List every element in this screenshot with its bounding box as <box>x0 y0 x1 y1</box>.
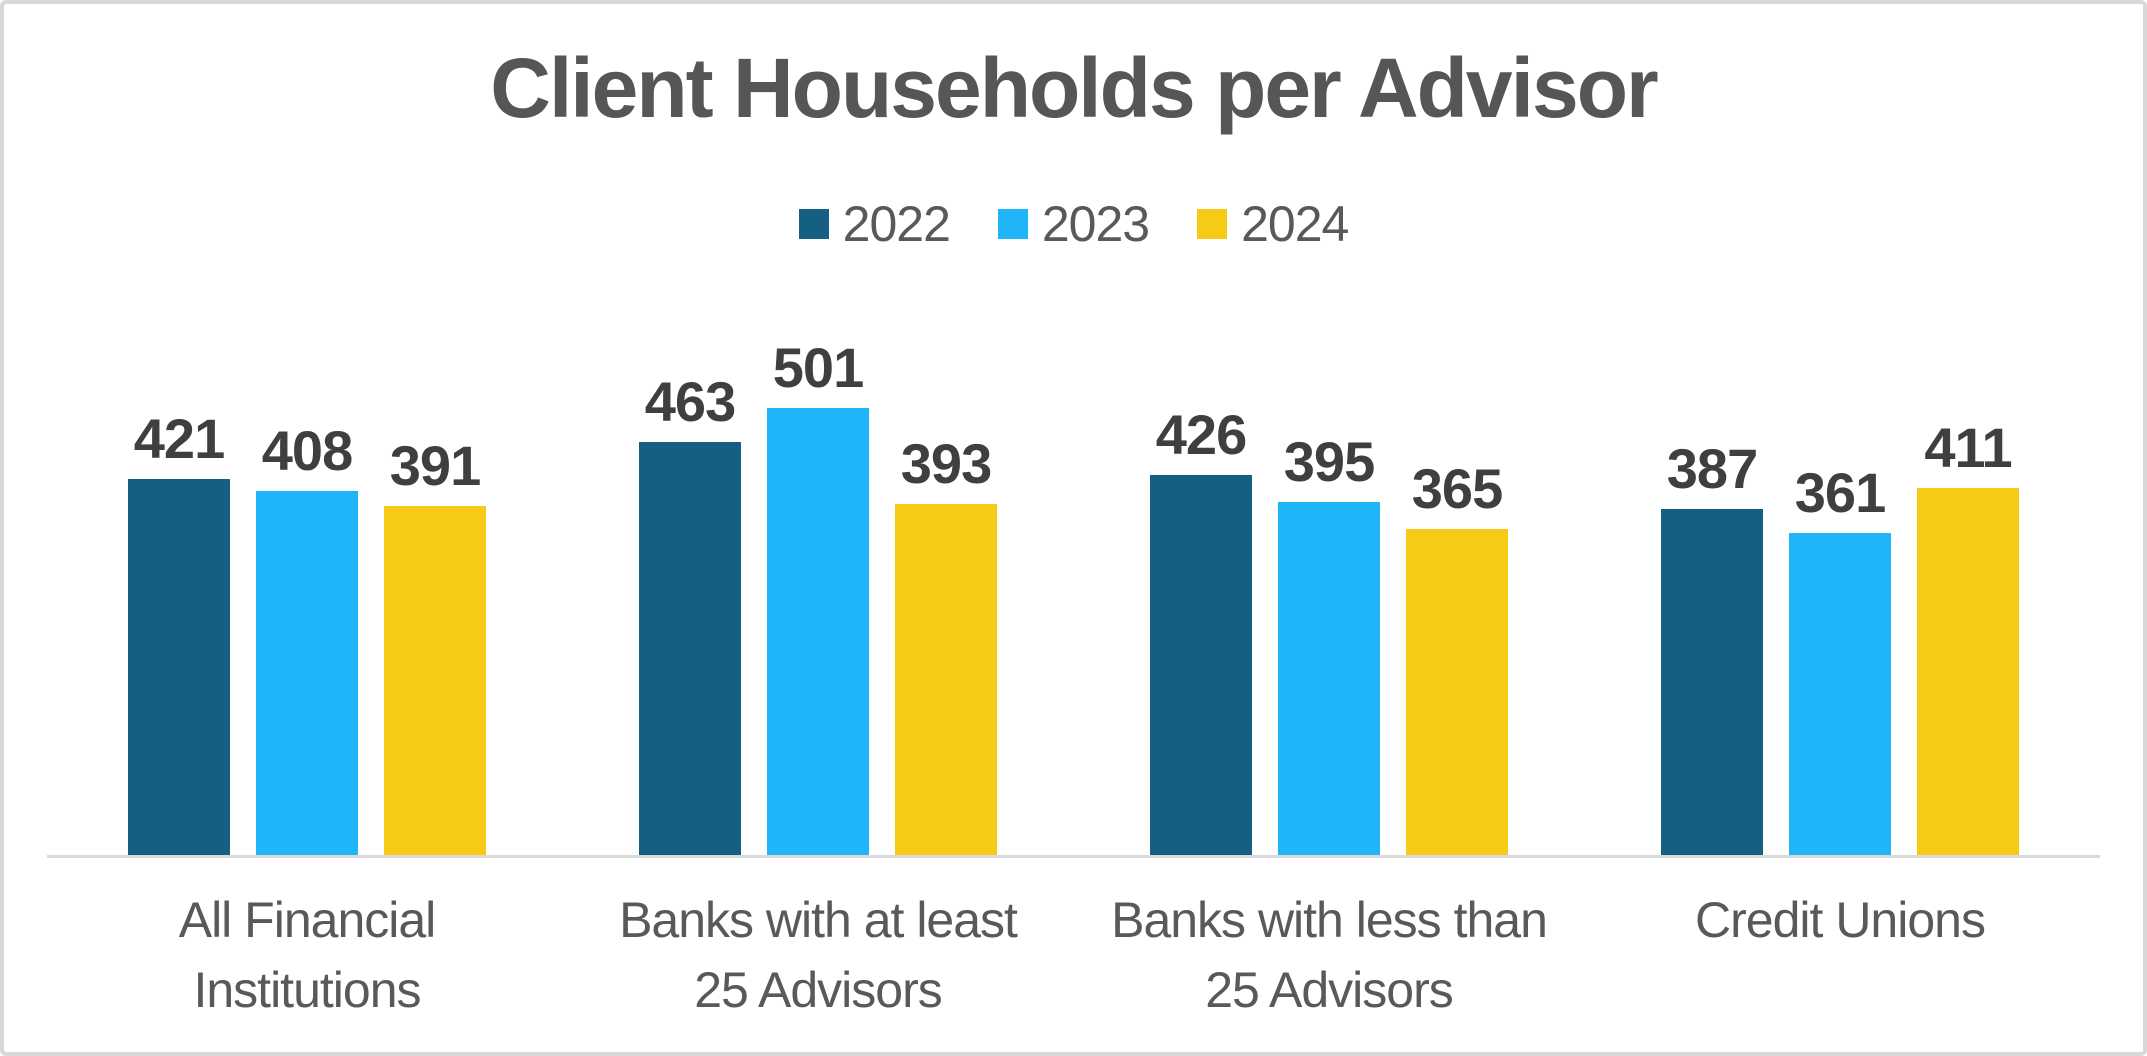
bar <box>1150 475 1252 855</box>
category-label-line: 25 Advisors <box>694 962 942 1018</box>
value-label: 463 <box>644 370 736 433</box>
value-label: 501 <box>772 336 864 399</box>
bar <box>1917 488 2019 855</box>
value-label: 395 <box>1283 430 1375 493</box>
category-label-line: Credit Unions <box>1695 892 1986 948</box>
legend-item: 2024 <box>1197 196 1349 252</box>
value-label: 411 <box>1924 416 2012 479</box>
category-label-line: 25 Advisors <box>1205 962 1453 1018</box>
category-label-line: All Financial <box>178 892 437 948</box>
value-label: 408 <box>261 419 353 482</box>
legend-swatch <box>1197 209 1228 239</box>
value-label: 421 <box>133 407 225 470</box>
category-label-line: Banks with at least <box>619 892 1018 948</box>
value-label: 391 <box>389 434 481 497</box>
x-axis-line <box>47 855 2100 858</box>
legend-swatch <box>798 209 829 239</box>
value-label: 361 <box>1794 461 1886 524</box>
value-label: 393 <box>900 432 992 495</box>
category-label: Credit Unions <box>1560 885 2120 955</box>
bar <box>384 506 486 855</box>
category-label: All Financial Institutions <box>27 885 587 1025</box>
legend-label: 2023 <box>1041 196 1150 252</box>
bar <box>1789 533 1891 855</box>
bar <box>128 479 230 855</box>
value-label: 387 <box>1666 437 1758 500</box>
legend-swatch <box>997 209 1028 239</box>
bar <box>1278 502 1380 855</box>
bar <box>767 408 869 855</box>
value-label: 426 <box>1155 403 1247 466</box>
legend-label: 2024 <box>1241 196 1349 252</box>
chart-legend: 2022 2023 2024 <box>0 194 2147 254</box>
category-label-line: Banks with less than <box>1111 892 1548 948</box>
bar <box>1406 529 1508 855</box>
chart-title: Client Households per Advisor <box>490 41 1658 135</box>
category-label: Banks with at least 25 Advisors <box>538 885 1098 1025</box>
bar <box>256 491 358 855</box>
legend-item: 2022 <box>798 196 951 252</box>
category-label-line: Institutions <box>193 962 421 1018</box>
legend-label: 2022 <box>842 196 951 252</box>
bar <box>1661 509 1763 855</box>
category-label: Banks with less than 25 Advisors <box>1049 885 1609 1025</box>
bar <box>639 442 741 855</box>
legend-item: 2023 <box>997 196 1150 252</box>
value-label: 365 <box>1411 457 1503 520</box>
bar <box>895 504 997 855</box>
